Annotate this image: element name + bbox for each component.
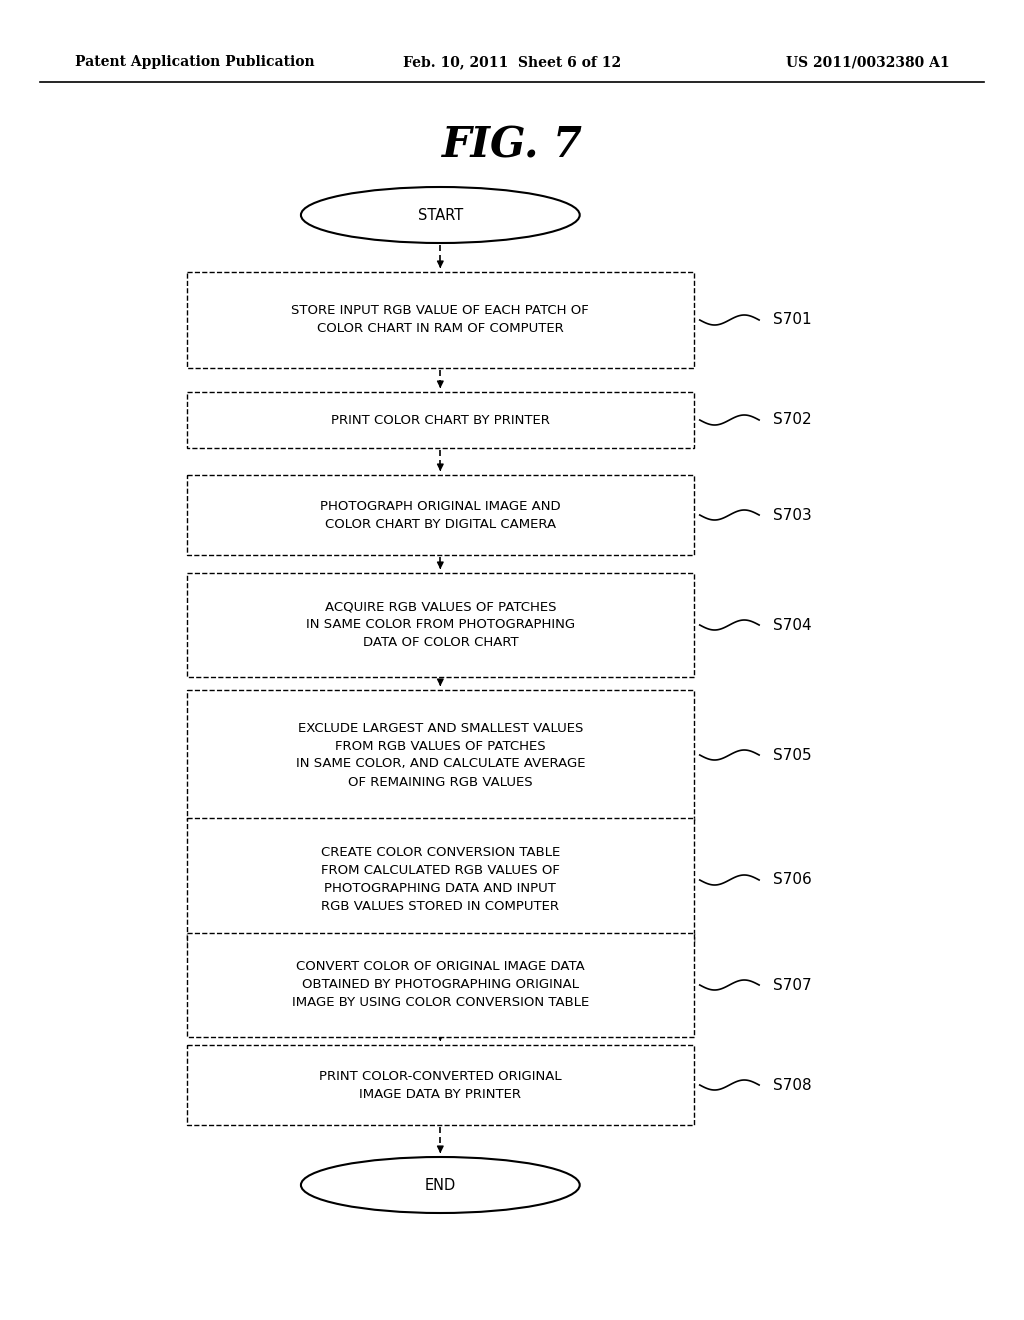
Bar [186,818,694,942]
Ellipse shape [301,1158,580,1213]
Bar [186,1045,694,1125]
Text: S702: S702 [773,412,812,428]
Bar [186,690,694,820]
Bar [186,573,694,677]
Text: ACQUIRE RGB VALUES OF PATCHES
IN SAME COLOR FROM PHOTOGRAPHING
DATA OF COLOR CHA: ACQUIRE RGB VALUES OF PATCHES IN SAME CO… [306,601,574,649]
Text: S705: S705 [773,747,812,763]
Text: STORE INPUT RGB VALUE OF EACH PATCH OF
COLOR CHART IN RAM OF COMPUTER: STORE INPUT RGB VALUE OF EACH PATCH OF C… [292,305,589,335]
Text: PRINT COLOR CHART BY PRINTER: PRINT COLOR CHART BY PRINTER [331,413,550,426]
Text: US 2011/0032380 A1: US 2011/0032380 A1 [786,55,950,69]
Text: Patent Application Publication: Patent Application Publication [75,55,314,69]
Text: CONVERT COLOR OF ORIGINAL IMAGE DATA
OBTAINED BY PHOTOGRAPHING ORIGINAL
IMAGE BY: CONVERT COLOR OF ORIGINAL IMAGE DATA OBT… [292,961,589,1010]
Text: S708: S708 [773,1077,812,1093]
Text: PRINT COLOR-CONVERTED ORIGINAL
IMAGE DATA BY PRINTER: PRINT COLOR-CONVERTED ORIGINAL IMAGE DAT… [319,1069,561,1101]
Bar [186,272,694,368]
Ellipse shape [301,187,580,243]
Bar [186,933,694,1038]
Bar [186,392,694,447]
Text: Feb. 10, 2011  Sheet 6 of 12: Feb. 10, 2011 Sheet 6 of 12 [402,55,622,69]
Text: START: START [418,207,463,223]
Text: PHOTOGRAPH ORIGINAL IMAGE AND
COLOR CHART BY DIGITAL CAMERA: PHOTOGRAPH ORIGINAL IMAGE AND COLOR CHAR… [321,499,560,531]
Text: S704: S704 [773,618,812,632]
Text: EXCLUDE LARGEST AND SMALLEST VALUES
FROM RGB VALUES OF PATCHES
IN SAME COLOR, AN: EXCLUDE LARGEST AND SMALLEST VALUES FROM… [296,722,585,788]
Text: S707: S707 [773,978,812,993]
Text: S703: S703 [773,507,812,523]
Text: S706: S706 [773,873,812,887]
Text: FIG. 7: FIG. 7 [441,124,583,166]
Text: CREATE COLOR CONVERSION TABLE
FROM CALCULATED RGB VALUES OF
PHOTOGRAPHING DATA A: CREATE COLOR CONVERSION TABLE FROM CALCU… [321,846,560,913]
Bar [186,475,694,554]
Text: S701: S701 [773,313,812,327]
Text: END: END [425,1177,456,1192]
